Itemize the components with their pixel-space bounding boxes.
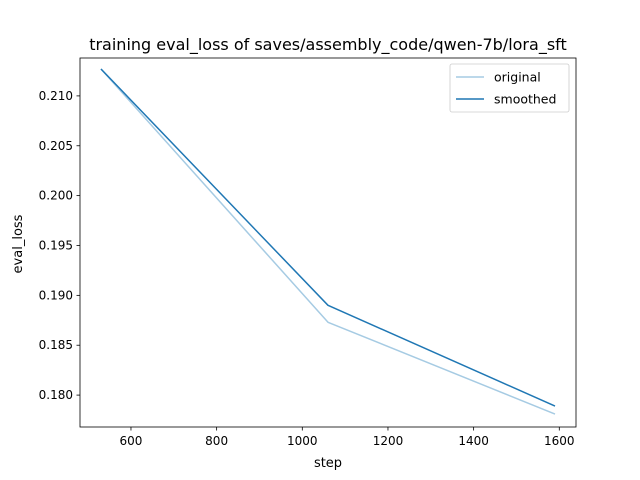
y-tick-label: 0.190 — [39, 288, 73, 302]
y-tick-label: 0.180 — [39, 388, 73, 402]
series-line-smoothed — [100, 68, 556, 407]
series-line-original — [100, 68, 556, 415]
legend-box — [449, 63, 570, 113]
legend-label-original: original — [494, 70, 541, 85]
chart-title: training eval_loss of saves/assembly_cod… — [89, 35, 567, 55]
y-tick-label: 0.185 — [39, 338, 73, 352]
x-tick-label: 800 — [205, 434, 228, 448]
x-tick-label: 1400 — [458, 434, 489, 448]
y-axis-label: eval_loss — [11, 214, 26, 273]
x-tick-label: 600 — [120, 434, 143, 448]
y-tick-label: 0.195 — [39, 238, 73, 252]
axes-frame — [79, 57, 577, 428]
x-tick-label: 1200 — [373, 434, 404, 448]
plot-area: 600 800 1000 1200 1400 1600 0.180 0.185 0.190 0.1… — [39, 57, 577, 448]
x-tick-label: 1600 — [544, 434, 575, 448]
x-tick-label: 1000 — [287, 434, 318, 448]
legend: original smoothed — [449, 63, 570, 113]
y-tick-label: 0.210 — [39, 89, 73, 103]
legend-label-smoothed: smoothed — [494, 92, 556, 107]
y-tick-label: 0.200 — [39, 189, 73, 203]
y-tick-label: 0.205 — [39, 139, 73, 153]
x-axis-label: step — [314, 456, 342, 471]
